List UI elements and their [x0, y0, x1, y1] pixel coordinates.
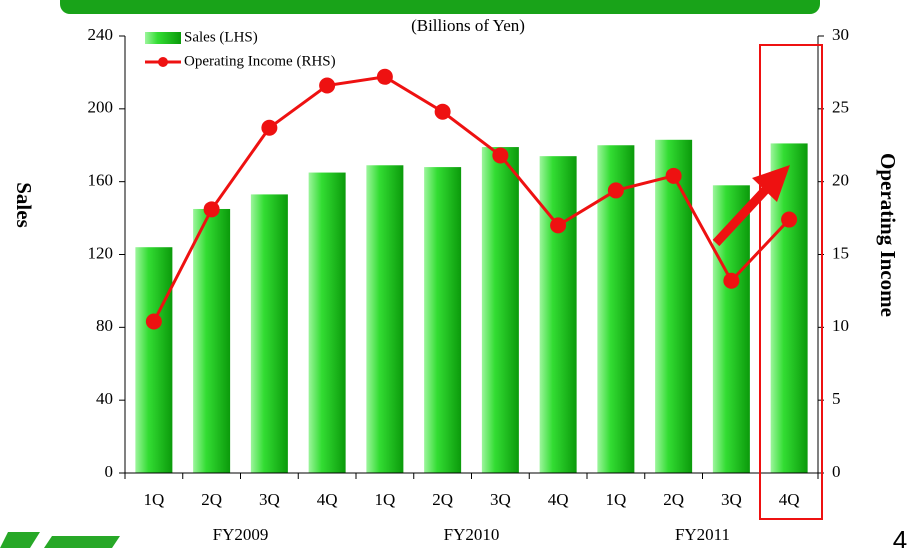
y2-axis-label: Operating Income	[876, 153, 900, 317]
y-axis-label: Sales	[12, 182, 36, 228]
legend-label: Operating Income (RHS)	[184, 53, 336, 69]
line-point	[261, 119, 278, 136]
bar	[424, 167, 462, 473]
y-tick-label: 240	[88, 25, 114, 44]
y2-tick-label: 25	[832, 98, 849, 117]
line-point	[319, 77, 336, 94]
x-tick-label: 1Q	[143, 490, 164, 509]
highlight-box	[759, 44, 823, 520]
line-point	[723, 272, 740, 289]
y-tick-label: 40	[96, 389, 113, 408]
line-point	[145, 313, 162, 330]
x-tick-label: 2Q	[663, 490, 684, 509]
x-tick-label: 4Q	[317, 490, 338, 509]
y2-tick-label: 15	[832, 243, 849, 262]
bar	[481, 147, 519, 473]
bar	[250, 194, 288, 473]
y-tick-label: 160	[88, 171, 114, 190]
x-tick-label: 2Q	[432, 490, 453, 509]
y2-tick-label: 10	[832, 316, 849, 335]
header-banner	[60, 0, 820, 14]
y-tick-label: 0	[105, 462, 114, 481]
chart-title: (Billions of Yen)	[411, 16, 525, 35]
x-tick-label: 2Q	[201, 490, 222, 509]
x-tick-label: 1Q	[374, 490, 395, 509]
line-point	[550, 217, 567, 234]
x-tick-label: 3Q	[259, 490, 280, 509]
y2-tick-label: 20	[832, 171, 849, 190]
y2-tick-label: 5	[832, 389, 841, 408]
line-point	[665, 167, 682, 184]
y2-tick-label: 0	[832, 462, 841, 481]
trend-arrow-shaft	[712, 181, 774, 247]
y-tick-label: 200	[88, 98, 114, 117]
line-point	[203, 201, 220, 218]
bar	[308, 172, 346, 473]
y-tick-label: 80	[96, 316, 113, 335]
legend-swatch	[158, 57, 168, 67]
x-group-label: FY2010	[444, 525, 500, 544]
x-tick-label: 3Q	[490, 490, 511, 509]
y-tick-label: 120	[88, 243, 114, 262]
legend-label: Sales (LHS)	[184, 29, 258, 45]
bar	[539, 156, 577, 474]
logo	[0, 532, 120, 548]
bar	[655, 139, 693, 473]
line-point	[434, 103, 451, 120]
x-group-label: FY2009	[213, 525, 269, 544]
x-tick-label: 3Q	[721, 490, 742, 509]
line-point	[376, 68, 393, 85]
bar	[135, 247, 173, 473]
bar	[366, 165, 404, 473]
line	[152, 75, 791, 323]
x-tick-label: 1Q	[605, 490, 626, 509]
bar	[597, 145, 635, 473]
x-group-label: FY2011	[675, 525, 730, 544]
line-point	[607, 182, 624, 199]
x-tick-label: 4Q	[548, 490, 569, 509]
y2-tick-label: 30	[832, 25, 849, 44]
page-number: 4	[893, 525, 907, 548]
trend-arrow-head	[752, 165, 790, 202]
line-point	[492, 147, 509, 164]
line-point	[781, 211, 798, 228]
legend-swatch	[145, 32, 181, 44]
bar	[193, 208, 231, 473]
x-tick-label: 4Q	[779, 490, 800, 509]
